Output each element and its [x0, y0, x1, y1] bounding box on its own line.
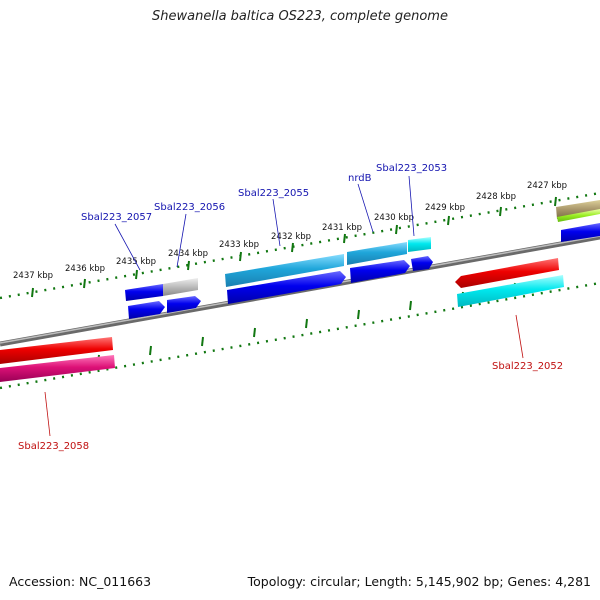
scale-label: 2429 kbp [425, 203, 465, 213]
gene-feature[interactable] [411, 256, 433, 271]
inner-scale-track [0, 281, 600, 390]
gene-labels: Sbal223_2053 nrdB Sbal223_2055 Sbal223_2… [18, 163, 563, 452]
gene-feature[interactable] [350, 260, 410, 283]
gene-label[interactable]: nrdB [348, 173, 372, 184]
gene-feature[interactable] [125, 284, 163, 301]
reverse-strand-genes [0, 258, 564, 382]
gene-label[interactable]: Sbal223_2058 [18, 441, 89, 452]
forward-strand-genes-row2 [128, 223, 600, 319]
gene-feature[interactable] [455, 258, 559, 288]
scale-label: 2431 kbp [322, 223, 362, 233]
gene-feature[interactable] [163, 278, 198, 296]
gene-feature[interactable] [561, 223, 600, 242]
scale-label: 2434 kbp [168, 249, 208, 259]
gene-feature[interactable] [167, 296, 201, 313]
genome-summary-text: Topology: circular; Length: 5,145,902 bp… [247, 574, 591, 589]
gene-label[interactable]: Sbal223_2052 [492, 361, 563, 372]
outer-major-ticks [31, 196, 557, 298]
gene-label[interactable]: Sbal223_2055 [238, 188, 309, 199]
scale-label: 2437 kbp [13, 271, 53, 281]
scale-label: 2432 kbp [271, 232, 311, 242]
gene-label[interactable]: Sbal223_2056 [154, 202, 225, 213]
gene-label[interactable]: Sbal223_2053 [376, 163, 447, 174]
scale-label: 2427 kbp [527, 181, 567, 191]
scale-label: 2430 kbp [374, 213, 414, 223]
gene-label[interactable]: Sbal223_2057 [81, 212, 152, 223]
gene-feature[interactable] [225, 254, 344, 287]
scale-label: 2433 kbp [219, 240, 259, 250]
gene-feature[interactable] [408, 237, 431, 252]
forward-strand-genes-row1 [125, 200, 600, 301]
gene-label-leaders [44, 175, 524, 437]
gene-feature[interactable] [556, 200, 600, 219]
gene-feature[interactable] [0, 355, 115, 382]
map-title: Shewanella baltica OS223, complete genom… [152, 9, 448, 24]
gene-feature[interactable] [0, 337, 113, 364]
gene-feature[interactable] [227, 271, 346, 304]
accession-text: Accession: NC_011663 [9, 574, 152, 589]
scale-label: 2436 kbp [65, 264, 105, 274]
gene-feature[interactable] [557, 209, 600, 222]
scale-label: 2428 kbp [476, 192, 516, 202]
gene-feature[interactable] [128, 301, 165, 319]
gene-feature[interactable] [457, 275, 564, 307]
gene-feature[interactable] [347, 242, 407, 265]
